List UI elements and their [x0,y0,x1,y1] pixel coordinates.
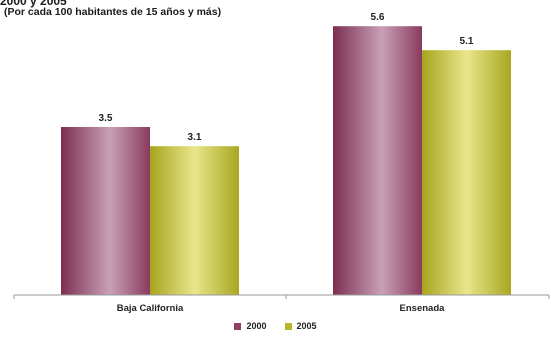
bar-2005-1 [422,50,511,296]
legend-swatch-2005 [284,322,292,330]
legend-label-2005: 2005 [296,321,317,331]
legend-swatch-2000 [234,322,242,330]
bar-2000-1 [333,26,422,295]
data-label: 3.1 [188,132,202,143]
data-label: 3.5 [99,113,113,124]
legend: 2000 2005 [0,321,551,331]
category-label: Baja California [117,303,184,314]
legend-item-2000: 2000 [234,321,267,331]
data-label: 5.6 [371,12,385,23]
legend-label-2000: 2000 [246,321,267,331]
category-label: Ensenada [400,303,446,314]
chart-title-partial: 2000 y 2005 [0,0,67,8]
data-label: 5.1 [460,36,474,47]
bar-2000-0 [61,127,150,295]
legend-item-2005: 2005 [284,321,317,331]
chart-subtitle: (Por cada 100 habitantes de 15 años y má… [4,6,222,18]
bar-2005-0 [150,146,239,295]
